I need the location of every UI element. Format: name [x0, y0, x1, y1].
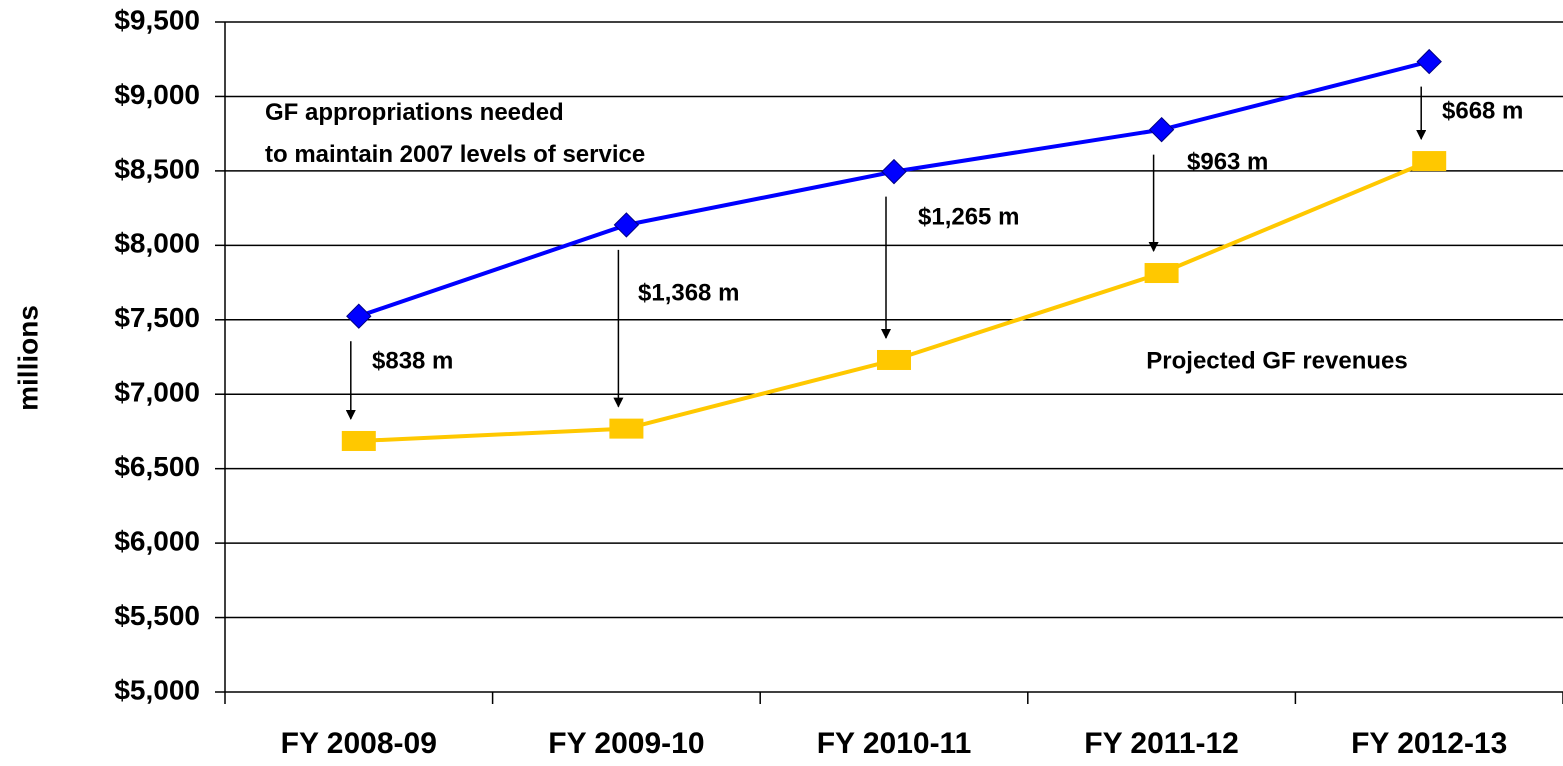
marker — [341, 430, 376, 451]
y-tick-label: $8,500 — [114, 153, 200, 184]
y-tick-label: $9,500 — [114, 4, 200, 35]
marker — [609, 418, 644, 439]
gap-label: $963 m — [1187, 148, 1268, 175]
x-tick-label: FY 2008-09 — [281, 727, 437, 760]
series-label: Projected GF revenues — [1146, 347, 1407, 374]
y-axis-label: millions — [12, 305, 43, 411]
marker — [1416, 48, 1442, 75]
y-tick-label: $6,000 — [114, 526, 200, 557]
y-tick-label: $6,500 — [114, 451, 200, 482]
marker — [1412, 151, 1447, 172]
y-tick-label: $5,000 — [114, 674, 200, 705]
marker — [1144, 263, 1179, 284]
y-tick-label: $7,500 — [114, 302, 200, 333]
gap-label: $838 m — [372, 347, 453, 374]
gap-label: $1,368 m — [638, 279, 739, 306]
marker — [613, 212, 640, 238]
marker — [877, 349, 911, 370]
y-tick-label: $5,500 — [114, 600, 200, 631]
y-tick-label: $7,000 — [114, 377, 200, 408]
x-tick-label: FY 2009-10 — [548, 727, 704, 760]
y-tick-label: $8,000 — [114, 228, 200, 259]
gap-label: $1,265 m — [918, 203, 1019, 230]
gap-label: $668 m — [1442, 97, 1523, 124]
marker — [346, 303, 372, 329]
series-label: GF appropriations needed to maintain 200… — [265, 99, 646, 168]
marker — [1148, 116, 1175, 143]
series-line — [358, 159, 1430, 443]
y-tick-label: $9,000 — [114, 79, 200, 110]
x-tick-label: FY 2012-13 — [1351, 727, 1507, 760]
marker — [881, 158, 907, 185]
x-tick-label: FY 2010-11 — [817, 727, 972, 760]
x-tick-label: FY 2011-12 — [1084, 727, 1239, 760]
